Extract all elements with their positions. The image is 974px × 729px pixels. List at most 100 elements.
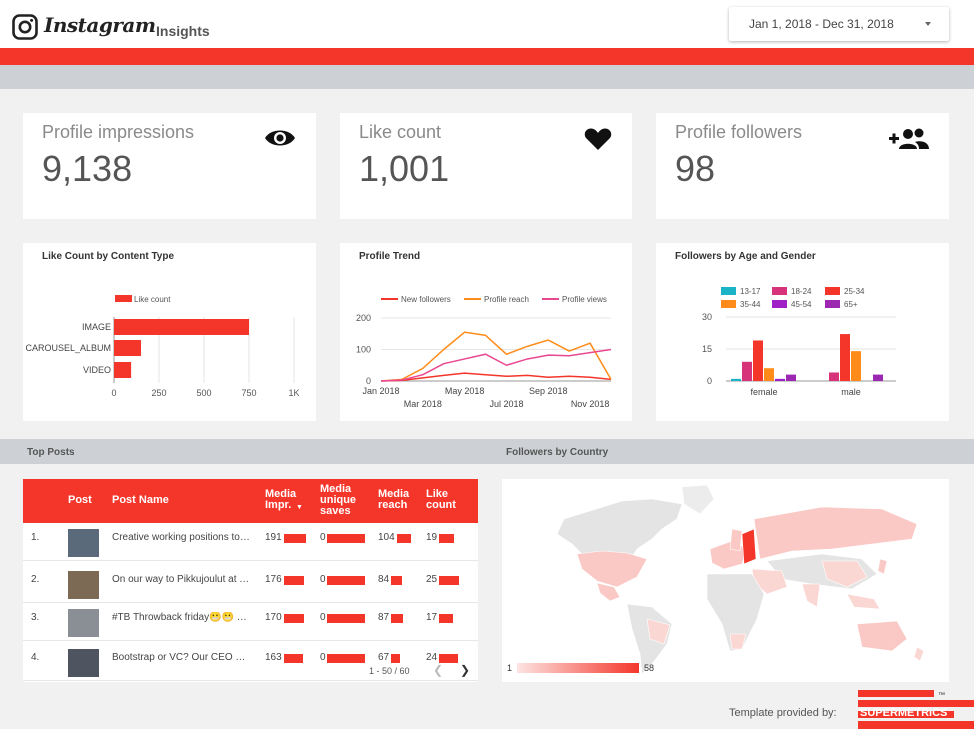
row-number: 3.: [31, 612, 40, 623]
table-row[interactable]: 4. Bootstrap or VC? Our CEO Mik... 163 0 67 2…: [23, 643, 478, 681]
like-count-value: 25: [426, 574, 438, 585]
followers-age-gender-chart: 13-17 18-24 25-34 35-44 45-54 65+ 0 15 30 female…: [702, 287, 896, 397]
region-australia[interactable]: [856, 620, 908, 652]
bar[interactable]: [114, 340, 141, 356]
region-south-america[interactable]: [626, 603, 673, 675]
section-bar: [0, 439, 974, 464]
column-header-post-name[interactable]: Post Name: [112, 494, 169, 506]
column-header-post[interactable]: Post: [68, 494, 92, 506]
post-thumbnail: [68, 571, 99, 599]
region-brazil[interactable]: [646, 618, 671, 645]
page-subtitle: Insights: [156, 23, 210, 39]
y-tick-label: 30: [702, 312, 712, 322]
kpi-card-impressions: Profile impressions 9,138: [23, 113, 316, 219]
legend-swatch: [825, 300, 840, 308]
kpi-value: 98: [675, 148, 716, 189]
post-thumbnail: [68, 609, 99, 637]
category-label: IMAGE: [82, 322, 111, 332]
template-credit: Template provided by:: [729, 707, 837, 719]
table-row[interactable]: 1. Creative working positions top... 191 0 1…: [23, 523, 478, 561]
post-thumbnail: [68, 649, 99, 677]
bar[interactable]: [873, 374, 883, 381]
accent-bar: [0, 48, 974, 65]
table-row[interactable]: 3. #TB Throwback friday😬😬 R... 170 0 87 17: [23, 603, 478, 641]
media-saves-value: 0: [320, 532, 326, 543]
chart-title: Followers by Age and Gender: [675, 251, 816, 262]
chevron-right-icon[interactable]: ❯: [460, 663, 471, 677]
bar[interactable]: [764, 368, 774, 381]
brand-name: Instagram: [44, 13, 156, 37]
instagram-logo-icon: [12, 14, 38, 40]
like-count-value: 17: [426, 612, 438, 623]
legend-swatch: [721, 300, 736, 308]
legend-label: 25-34: [844, 287, 865, 296]
date-range-text: Jan 1, 2018 - Dec 31, 2018: [749, 17, 894, 31]
bar[interactable]: [840, 334, 850, 381]
date-range-picker[interactable]: Jan 1, 2018 - Dec 31, 2018: [729, 7, 949, 41]
region-southeast-asia[interactable]: [846, 593, 881, 610]
sort-desc-icon[interactable]: ▼: [296, 504, 303, 511]
region-japan[interactable]: [877, 558, 888, 575]
series-line[interactable]: [380, 331, 612, 382]
series-line[interactable]: [380, 372, 612, 382]
map-legend-gradient: [517, 663, 639, 673]
profile-trend-card: Profile Trend New followers Profile reach…: [340, 243, 632, 421]
logo-text: SUPERMETRICS: [860, 707, 947, 719]
bar[interactable]: [753, 340, 763, 381]
bar[interactable]: [731, 378, 741, 381]
media-reach-value: 87: [378, 612, 390, 623]
kpi-card-likes: Like count 1,001: [340, 113, 632, 219]
column-header-saves[interactable]: Media unique saves: [320, 483, 357, 517]
legend-swatch: [115, 295, 132, 302]
bar[interactable]: [851, 351, 861, 381]
region-india[interactable]: [801, 583, 821, 608]
like-count-value: 19: [426, 532, 438, 543]
x-tick-label: 750: [241, 388, 256, 398]
eye-icon: [265, 130, 295, 146]
bar[interactable]: [114, 362, 132, 378]
region-europe[interactable]: [709, 540, 748, 570]
region-mexico[interactable]: [596, 582, 621, 602]
region-usa[interactable]: [576, 550, 648, 588]
post-name: On our way to Pikkujoulut at Ta...: [112, 574, 252, 585]
bar[interactable]: [114, 319, 249, 335]
kpi-label: Profile impressions: [42, 122, 195, 142]
x-tick-label: Jan 2018: [362, 386, 399, 396]
category-label: VIDEO: [83, 365, 111, 375]
region-russia[interactable]: [753, 506, 918, 560]
category-label: CAROUSEL_ALBUM: [25, 343, 111, 353]
column-header-reach[interactable]: Media reach: [378, 488, 410, 511]
grey-divider: [0, 65, 974, 89]
column-header-impressions[interactable]: Media Impr.: [265, 488, 297, 511]
region-south-africa[interactable]: [729, 633, 747, 650]
bar[interactable]: [742, 361, 752, 381]
trademark-symbol: ™: [938, 692, 945, 699]
kpi-label: Profile followers: [675, 122, 803, 142]
region-china[interactable]: [821, 560, 868, 588]
region-new-zealand[interactable]: [913, 646, 925, 662]
media-reach-value: 84: [378, 574, 390, 585]
category-label: female: [750, 387, 777, 397]
y-tick-label: 200: [356, 313, 371, 323]
chevron-left-icon[interactable]: ❮: [433, 663, 444, 677]
legend-label: 45-54: [791, 300, 812, 309]
bar[interactable]: [786, 374, 796, 381]
bar[interactable]: [775, 378, 785, 381]
supermetrics-logo[interactable]: SUPERMETRICS ™: [858, 690, 974, 729]
column-header-likes[interactable]: Like count: [426, 488, 456, 511]
followers-by-country-map: 1 58: [502, 479, 949, 682]
media-reach-bar: [391, 654, 400, 663]
table-row[interactable]: 2. On our way to Pikkujoulut at Ta... 176 0…: [23, 565, 478, 603]
region-finland[interactable]: [741, 528, 757, 565]
pagination-text: 1 - 50 / 60: [369, 666, 410, 676]
legend-label: 18-24: [791, 287, 812, 296]
bar[interactable]: [829, 372, 839, 381]
x-tick-label: Mar 2018: [404, 399, 442, 409]
media-saves-value: 0: [320, 652, 326, 663]
post-name: Bootstrap or VC? Our CEO Mik...: [112, 652, 252, 663]
like-count-bar: [439, 614, 453, 623]
x-tick-label: 1K: [288, 388, 299, 398]
series-line[interactable]: [380, 348, 612, 382]
media-saves-bar: [327, 654, 365, 663]
region-scandinavia[interactable]: [729, 528, 743, 552]
